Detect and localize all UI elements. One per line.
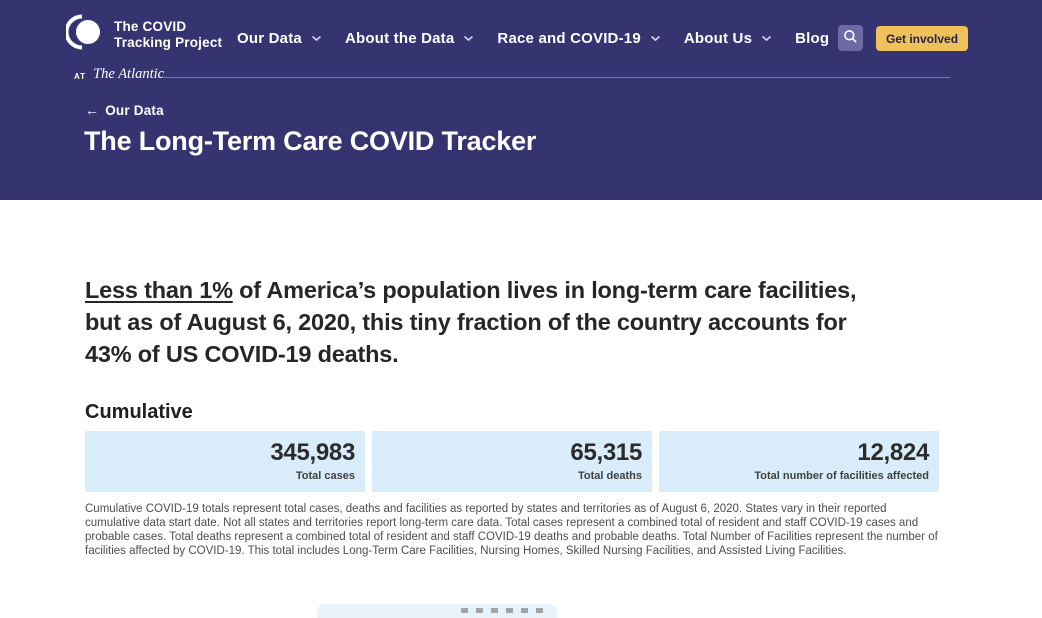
stat-label: Total cases bbox=[295, 470, 355, 482]
cutoff-text-fragment bbox=[461, 608, 551, 613]
cumulative-disclaimer: Cumulative COVID-19 totals represent tot… bbox=[85, 503, 938, 557]
at-the-atlantic[interactable]: AT The Atlantic bbox=[74, 66, 164, 83]
search-button[interactable] bbox=[838, 25, 863, 51]
intro-headline: Less than 1% of America’s population liv… bbox=[85, 274, 870, 370]
at-label: AT bbox=[74, 71, 87, 81]
stat-value: 65,315 bbox=[570, 439, 642, 466]
hero-header: The COVID Tracking Project Our Data Abou… bbox=[0, 0, 1042, 200]
stat-value: 12,824 bbox=[857, 439, 929, 466]
nav-label: About the Data bbox=[344, 30, 455, 47]
search-icon bbox=[843, 29, 858, 47]
header-divider bbox=[163, 77, 950, 78]
nav-label: Blog bbox=[795, 30, 830, 47]
nav-label: Our Data bbox=[237, 30, 302, 47]
nav-label: Race and COVID-19 bbox=[497, 30, 641, 47]
stat-label: Total number of facilities affected bbox=[754, 470, 929, 482]
back-arrow-icon: ← bbox=[85, 102, 100, 118]
site-logo-text: The COVID Tracking Project bbox=[114, 19, 223, 50]
less-than-1-percent-link[interactable]: Less than 1% bbox=[85, 277, 233, 303]
nav-item-race-and-covid19[interactable]: Race and COVID-19 bbox=[497, 24, 660, 53]
stat-card-facilities-affected: 12,824 Total number of facilities affect… bbox=[659, 431, 939, 492]
chevron-down-icon bbox=[311, 35, 322, 42]
main-nav: Our Data About the Data Race and COVID-1… bbox=[237, 24, 852, 53]
stat-card-total-cases: 345,983 Total cases bbox=[85, 431, 365, 492]
stat-label: Total deaths bbox=[578, 470, 642, 482]
cumulative-stats: 345,983 Total cases 65,315 Total deaths … bbox=[85, 431, 939, 492]
covid-tracking-project-logo-icon bbox=[64, 13, 104, 56]
the-atlantic-logo-text: The Atlantic bbox=[93, 66, 165, 82]
nav-item-about-the-data[interactable]: About the Data bbox=[345, 24, 474, 53]
chevron-down-icon bbox=[761, 35, 772, 42]
stat-card-total-deaths: 65,315 Total deaths bbox=[372, 431, 652, 492]
back-link-label: Our Data bbox=[105, 102, 164, 118]
back-link-our-data[interactable]: ← Our Data bbox=[85, 102, 164, 118]
intro-headline-text: of America’s population lives in long-te… bbox=[85, 277, 857, 367]
cumulative-section-title: Cumulative bbox=[85, 401, 193, 423]
stat-value: 345,983 bbox=[270, 439, 355, 466]
nav-label: About Us bbox=[683, 30, 753, 47]
chevron-down-icon bbox=[463, 35, 474, 42]
nav-item-our-data[interactable]: Our Data bbox=[237, 24, 322, 53]
page-title: The Long-Term Care COVID Tracker bbox=[84, 126, 537, 156]
nav-item-blog[interactable]: Blog bbox=[795, 24, 829, 53]
get-involved-button[interactable]: Get involved bbox=[876, 26, 969, 51]
site-logo[interactable]: The COVID Tracking Project bbox=[64, 13, 223, 56]
nav-item-about-us[interactable]: About Us bbox=[684, 24, 772, 53]
chevron-down-icon bbox=[650, 35, 661, 42]
